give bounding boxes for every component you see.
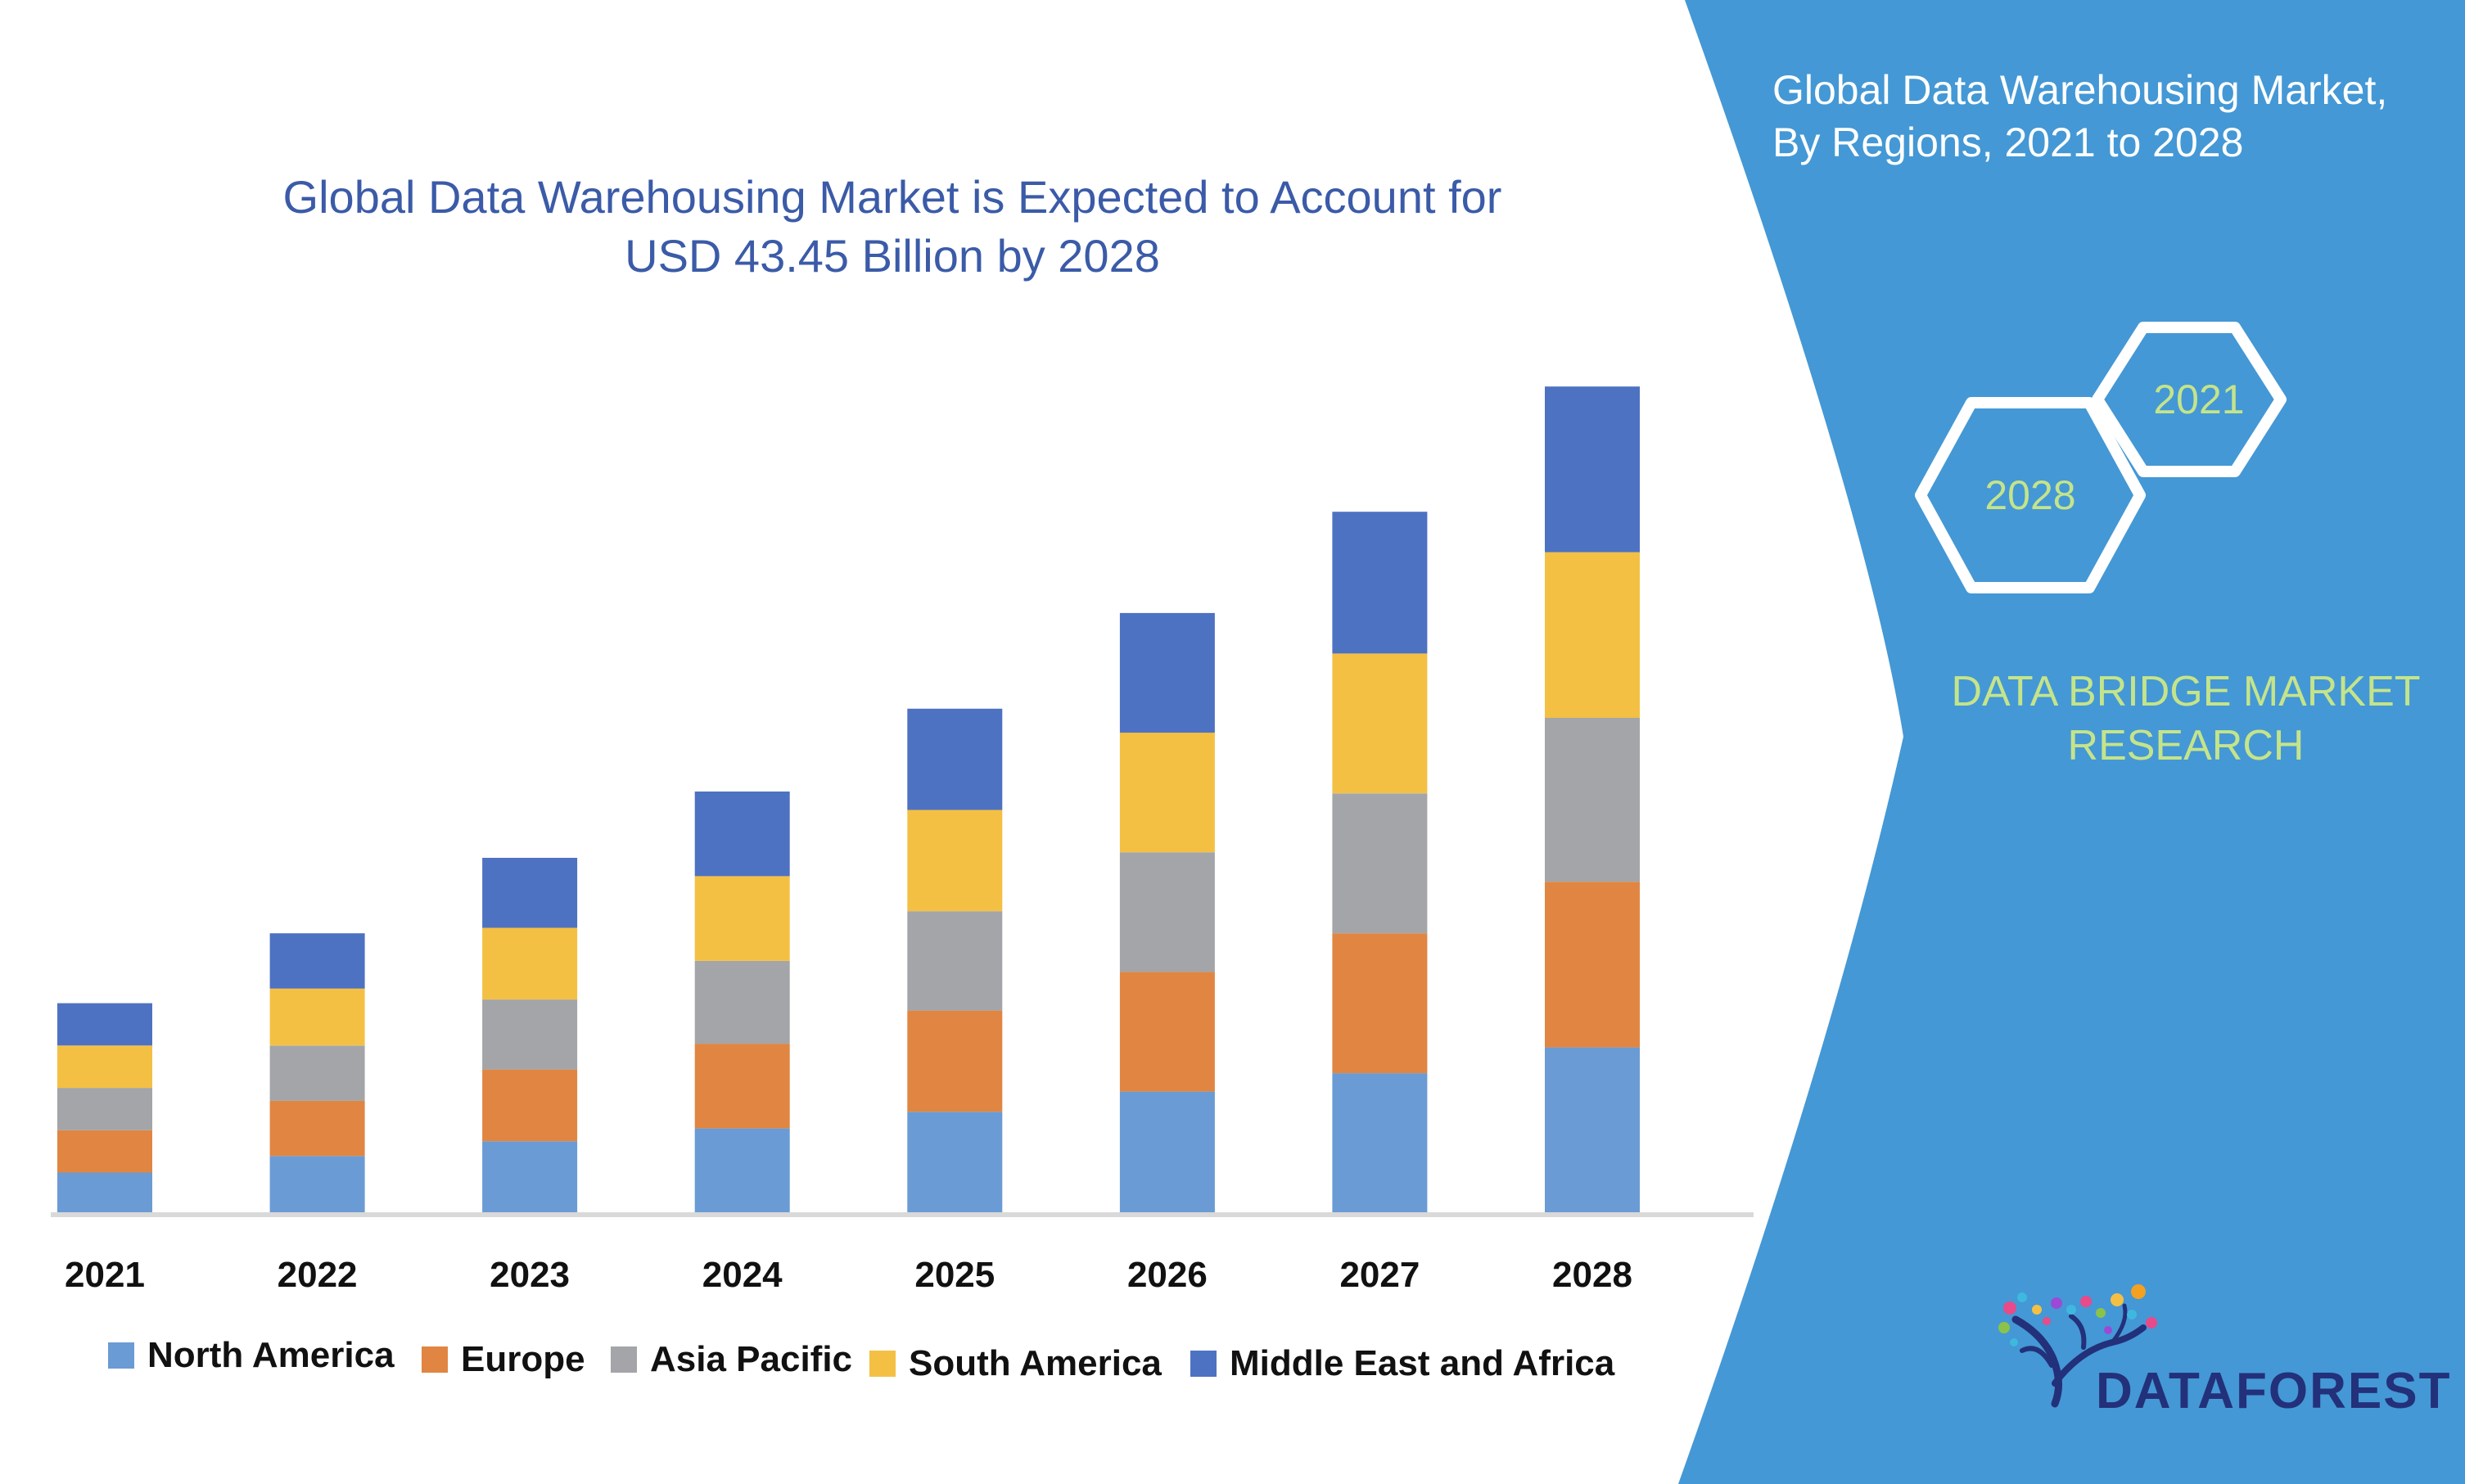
x-tick-label-2022: 2022 <box>278 1255 358 1295</box>
bar-2028-europe <box>1545 882 1640 1048</box>
side-panel-title: Global Data Warehousing Market, By Regio… <box>1772 64 2444 169</box>
hex-badge-2028-label: 2028 <box>1984 472 2075 518</box>
chart-title-line-2: USD 43.45 Billion by 2028 <box>625 230 1160 282</box>
legend-label-south-america: South America <box>909 1343 1162 1383</box>
bar-2022-middle-east-and-africa <box>269 933 365 989</box>
legend-swatch-europe <box>422 1346 448 1373</box>
legend-label-middle-east-and-africa: Middle East and Africa <box>1230 1343 1615 1383</box>
legend-swatch-asia-pacific <box>611 1346 637 1373</box>
x-tick-label-2021: 2021 <box>65 1255 145 1295</box>
bar-2026-south-america <box>1119 733 1215 853</box>
bar-2023-north-america <box>482 1141 578 1213</box>
bar-2021-north-america <box>57 1172 152 1213</box>
hex-badge-2021-label: 2021 <box>2153 377 2244 422</box>
legend-label-europe: Europe <box>461 1339 585 1379</box>
bar-2028-south-america <box>1545 552 1640 718</box>
side-panel-title-line-1: Global Data Warehousing Market, <box>1772 67 2388 113</box>
chart-title-line-1: Global Data Warehousing Market is Expect… <box>282 171 1502 223</box>
x-tick-labels: 2021 2022 2023 2024 2025 2026 2027 2028 <box>65 1255 1632 1295</box>
bar-2026-north-america <box>1119 1091 1215 1213</box>
bar-2027-middle-east-and-africa <box>1332 512 1428 654</box>
logo-wordmark: DATAFOREST <box>2096 1363 2451 1419</box>
bar-2025-south-america <box>907 810 1003 912</box>
legend-swatch-middle-east-and-africa <box>1190 1351 1217 1377</box>
bar-2022-north-america <box>269 1156 365 1213</box>
legend-swatch-south-america <box>869 1351 896 1377</box>
hex-badge-2028-outline <box>1915 397 2146 593</box>
bar-2022-asia-pacific <box>269 1045 365 1101</box>
bar-2021-europe <box>57 1130 152 1173</box>
bar-2025-asia-pacific <box>907 911 1003 1011</box>
side-panel-title-line-2: By Regions, 2021 to 2028 <box>1772 120 2244 165</box>
bar-2028-north-america <box>1545 1047 1640 1213</box>
legend-label-north-america: North America <box>147 1335 395 1375</box>
bar-2022-south-america <box>269 988 365 1046</box>
bar-2026-europe <box>1119 972 1215 1092</box>
bar-2024-south-america <box>694 876 790 961</box>
bar-2024-europe <box>694 1044 790 1129</box>
bar-2023-asia-pacific <box>482 999 578 1070</box>
x-tick-label-2024: 2024 <box>702 1255 783 1295</box>
legend-swatch-north-america <box>108 1342 134 1369</box>
tree-icon <box>1998 1284 2157 1408</box>
bar-2023-south-america <box>482 927 578 1000</box>
bar-2027-north-america <box>1332 1073 1428 1213</box>
bar-2023-middle-east-and-africa <box>482 858 578 928</box>
bar-2024-asia-pacific <box>694 960 790 1044</box>
x-tick-label-2023: 2023 <box>490 1255 570 1295</box>
x-tick-label-2026: 2026 <box>1127 1255 1208 1295</box>
bar-2021-south-america <box>57 1045 152 1089</box>
bar-2028-middle-east-and-africa <box>1545 386 1640 553</box>
chart-title: Global Data Warehousing Market is Expect… <box>123 168 1662 286</box>
x-tick-label-2025: 2025 <box>914 1255 995 1295</box>
bar-2028-asia-pacific <box>1545 718 1640 882</box>
hex-badges: 2021 2028 <box>1915 322 2287 593</box>
x-tick-label-2028: 2028 <box>1552 1255 1632 1295</box>
bar-2022-europe <box>269 1100 365 1157</box>
bar-2026-asia-pacific <box>1119 852 1215 972</box>
bar-2023-europe <box>482 1069 578 1142</box>
brand-name-line-2: RESEARCH <box>2067 722 2305 769</box>
brand-name-line-1: DATA BRIDGE MARKET <box>1951 668 2421 715</box>
bars-layer <box>57 386 1640 1213</box>
bar-2025-north-america <box>907 1112 1003 1213</box>
bar-2024-middle-east-and-africa <box>694 792 790 877</box>
bar-2027-asia-pacific <box>1332 793 1428 934</box>
bar-2025-middle-east-and-africa <box>907 708 1003 810</box>
legend: North America Europe Asia Pacific South Ame… <box>108 1335 1615 1383</box>
bar-2027-south-america <box>1332 653 1428 794</box>
hex-badge-2021-outline <box>2092 322 2287 477</box>
bar-2025-europe <box>907 1010 1003 1112</box>
legend-label-asia-pacific: Asia Pacific <box>650 1339 852 1379</box>
bar-2027-europe <box>1332 933 1428 1074</box>
stacked-bar-chart: 2021 2022 2023 2024 2025 2026 2027 2028 North A… <box>51 386 1754 1383</box>
x-tick-label-2027: 2027 <box>1339 1255 1420 1295</box>
dataforest-logo: DATAFOREST <box>1998 1284 2451 1419</box>
bar-2026-middle-east-and-africa <box>1119 612 1215 733</box>
bar-2021-asia-pacific <box>57 1088 152 1130</box>
brand-name: DATA BRIDGE MARKET RESEARCH <box>1907 665 2464 773</box>
bar-2021-middle-east-and-africa <box>57 1003 152 1046</box>
bar-2024-north-america <box>694 1128 790 1213</box>
